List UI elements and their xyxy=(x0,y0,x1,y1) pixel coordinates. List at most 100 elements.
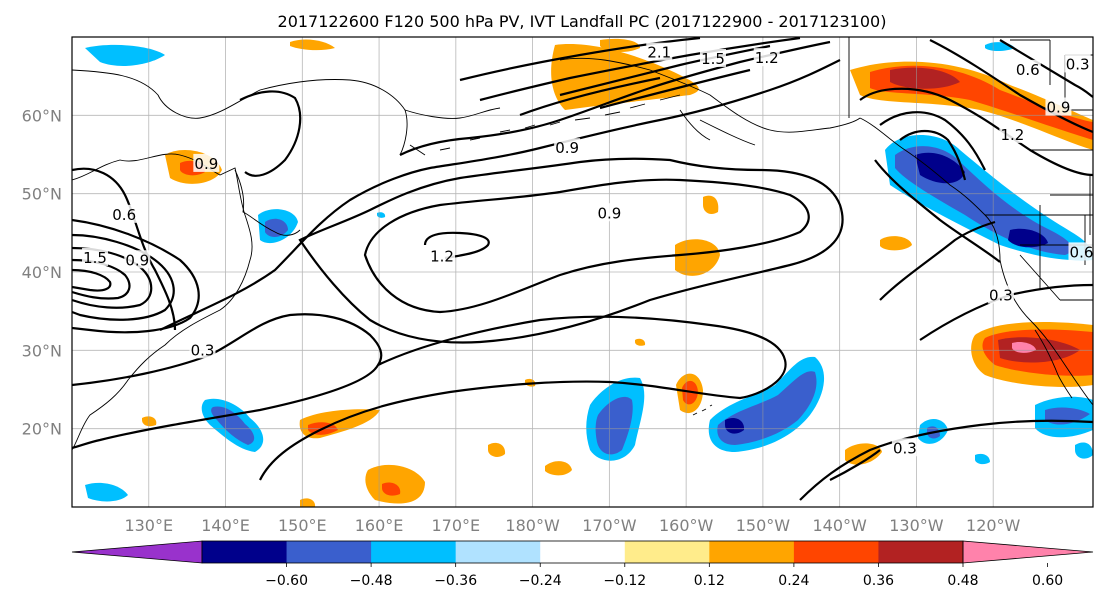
contour-label: 0.9 xyxy=(554,138,581,157)
positive-anomaly-small-13 xyxy=(635,338,646,346)
contour-label-bg xyxy=(987,285,1014,304)
positive-anomaly-small-11 xyxy=(300,498,316,507)
contour-label-bg xyxy=(124,250,151,269)
aleutian-islands xyxy=(409,94,681,156)
contour-label: 0.6 xyxy=(111,204,138,224)
contour-1.5-north xyxy=(459,37,701,82)
lat-tick-label: 40°N xyxy=(22,263,62,282)
contour-label-bg xyxy=(999,124,1026,143)
contour-label-text: 0.9 xyxy=(597,204,621,222)
lon-tick-label: 130°E xyxy=(124,516,173,535)
colorbar: −0.60 −0.48 −0.36 −0.24 −0.12 0.12 0.24 0.36 0.4… xyxy=(71,540,1094,589)
contour-label-text: 0.3 xyxy=(893,439,917,457)
contour-ne-top-2 xyxy=(999,39,1093,98)
lon-tick-label: 130°W xyxy=(889,516,944,535)
contour-gulf-alaska-4 xyxy=(874,159,1001,263)
shaded-field xyxy=(85,38,1093,507)
contour-label: 0.3 xyxy=(1064,54,1091,73)
lat-tick-label: 60°N xyxy=(22,106,62,125)
contour-label: 0.9 xyxy=(193,153,220,173)
contour-low-west-1 xyxy=(72,233,175,321)
contour-label-bg xyxy=(429,246,456,265)
colorbar-tick-label: −0.36 xyxy=(434,573,477,589)
lon-tick-label: 170°E xyxy=(432,516,481,535)
contour-label: 1.2 xyxy=(753,48,780,67)
colorbar-tick-label: 0.48 xyxy=(947,573,978,589)
colorbar-segment xyxy=(286,541,372,563)
state-borders xyxy=(1019,205,1093,301)
colorbar-segment xyxy=(202,541,288,563)
colorbar-tick-label: −0.60 xyxy=(265,573,308,589)
lat-tick-label: 50°N xyxy=(22,185,62,204)
negative-anomaly-pacific-nw-core2 xyxy=(1008,228,1048,248)
negative-anomaly-south-8 xyxy=(975,453,990,465)
positive-anomaly-small-6-core xyxy=(382,482,401,496)
contour-label-text: 1.2 xyxy=(1000,126,1024,144)
colorbar-tick-label: −0.48 xyxy=(350,573,393,589)
positive-anomaly-bering-2 xyxy=(600,38,640,53)
lon-tick-label: 180°W xyxy=(505,516,560,535)
contour-0.9-north xyxy=(399,40,831,156)
colorbar-frame xyxy=(201,540,964,564)
contour-low-west-2 xyxy=(72,246,153,309)
lon-tick-label: 140°E xyxy=(201,516,250,535)
coastline-north-america-west xyxy=(859,117,1093,406)
contour-label-text: 0.9 xyxy=(125,251,149,269)
map-title: 2017122600 F120 500 hPa PV, IVT Landfall… xyxy=(278,12,887,31)
contour-label-bg xyxy=(596,203,623,222)
coastlines xyxy=(72,37,1093,451)
negative-anomaly-northwest xyxy=(85,44,165,66)
colorbar-segment xyxy=(455,541,541,563)
contour-labels: 2.1 1.5 1.2 0.9 0.9 1.2 0.6 1.5 0.9 0.9 0.3 0.3 0.3 0… xyxy=(82,42,1093,457)
lon-tick-label: 160°W xyxy=(659,516,714,535)
contour-0.3-east xyxy=(799,419,1093,501)
colorbar-segment xyxy=(793,541,879,563)
contour-label-bg xyxy=(1014,59,1041,78)
contour-label-bg xyxy=(189,340,216,359)
lat-tick-label: 30°N xyxy=(22,341,62,360)
contour-label-bg xyxy=(1064,54,1091,73)
coastline-kamchatka xyxy=(404,107,501,119)
map-frame xyxy=(71,36,1094,508)
contour-1.2-loop xyxy=(363,178,810,314)
negative-anomaly-japan-core xyxy=(265,218,288,237)
contour-label-bg xyxy=(891,438,918,457)
contour-label-bg xyxy=(1045,97,1072,116)
coastline-japan xyxy=(234,169,301,236)
colorbar-tick-label: 0.60 xyxy=(1032,573,1063,589)
contour-label: 0.3 xyxy=(891,438,918,457)
contour-label-bg xyxy=(193,153,220,172)
contour-label-text: 1.2 xyxy=(755,49,779,67)
positive-anomaly-small-2 xyxy=(703,195,719,215)
contour-label-text: 0.9 xyxy=(555,139,579,157)
lon-tick-label: 140°W xyxy=(812,516,867,535)
contour-label-text: 0.9 xyxy=(194,155,218,173)
contour-label: 0.6 xyxy=(1068,242,1093,261)
contour-label: 0.9 xyxy=(124,250,151,269)
contour-0.6-main xyxy=(159,59,841,331)
positive-anomaly-small-8 xyxy=(488,442,506,457)
contour-low-west-5 xyxy=(72,218,200,334)
colorbar-extend-high xyxy=(962,540,1094,564)
contour-label: 1.5 xyxy=(82,247,109,267)
negative-anomaly-south-7 xyxy=(85,482,128,502)
contour-label-text: 0.9 xyxy=(1047,99,1071,117)
contour-label-bg xyxy=(700,48,727,67)
contour-label-bg xyxy=(753,48,780,67)
lon-tick-label: 120°W xyxy=(966,516,1021,535)
contour-label-text: 0.6 xyxy=(112,206,136,224)
contour-label: 0.9 xyxy=(1045,97,1072,117)
colorbar-segment xyxy=(371,541,457,563)
contour-gulf-alaska-2 xyxy=(879,111,986,171)
contour-label: 1.2 xyxy=(999,124,1026,144)
positive-anomaly-small-12 xyxy=(290,39,335,51)
colorbar-segment xyxy=(540,541,626,563)
coastline-siberia xyxy=(72,69,408,156)
contour-label: 0.6 xyxy=(1014,59,1041,79)
lon-tick-label: 150°E xyxy=(278,516,327,535)
contour-label-text: 1.5 xyxy=(83,249,107,267)
contour-gulf-alaska-3 xyxy=(899,129,967,181)
contour-label-text: 1.2 xyxy=(430,247,454,265)
contour-0.9-loop xyxy=(298,157,844,344)
contour-2.1-north xyxy=(559,44,771,97)
